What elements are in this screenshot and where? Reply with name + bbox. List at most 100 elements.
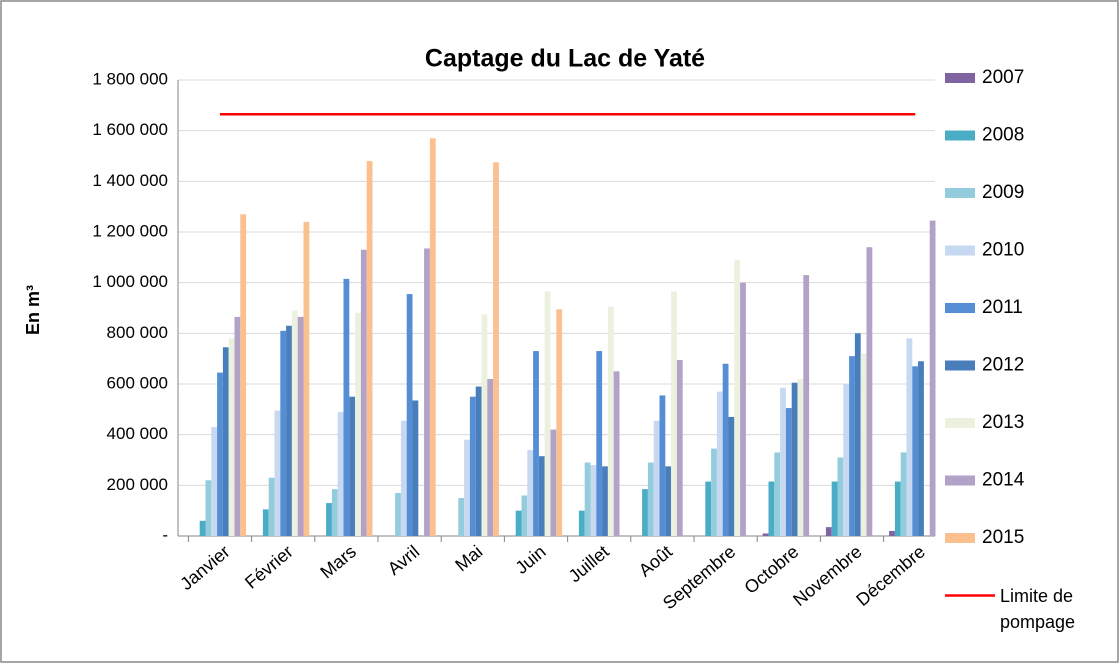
legend-label: 2014 xyxy=(982,470,1025,491)
bar xyxy=(297,316,304,536)
bar xyxy=(831,481,838,536)
bar xyxy=(906,338,913,536)
bar xyxy=(240,214,247,536)
legend-swatch xyxy=(945,303,975,313)
bar xyxy=(671,291,677,536)
bar xyxy=(613,371,620,536)
bar xyxy=(222,347,229,536)
legend-label: 2007 xyxy=(982,67,1024,88)
bar xyxy=(544,291,551,536)
bar xyxy=(711,448,717,536)
bar xyxy=(487,378,494,536)
bar xyxy=(900,452,907,536)
y-axis-label: En m³ xyxy=(23,285,43,335)
y-tick-label: 1 000 000 xyxy=(92,272,168,291)
bar xyxy=(665,466,672,536)
bar xyxy=(303,221,310,536)
bar xyxy=(262,509,269,536)
legend-swatch xyxy=(945,73,975,83)
bar xyxy=(578,510,585,536)
bar xyxy=(280,330,287,536)
legend-swatch xyxy=(945,533,975,543)
bar xyxy=(228,338,235,536)
bar xyxy=(400,420,407,536)
bar xyxy=(791,382,798,536)
bar xyxy=(705,481,712,536)
bar xyxy=(768,481,775,536)
bar xyxy=(395,492,401,536)
bar xyxy=(929,220,936,536)
bar xyxy=(360,249,367,536)
bar xyxy=(550,429,557,536)
bar xyxy=(590,465,597,536)
bar xyxy=(406,294,413,536)
bar xyxy=(722,363,729,536)
chart-title: Captage du Lac de Yaté xyxy=(425,45,705,73)
bar xyxy=(234,316,241,536)
bar xyxy=(774,452,781,536)
bar xyxy=(825,527,832,536)
bar xyxy=(653,420,660,536)
bar xyxy=(337,411,344,536)
bar xyxy=(860,353,867,536)
bar xyxy=(515,510,522,536)
y-tick-label: - xyxy=(162,525,168,544)
bar xyxy=(458,498,465,536)
bar xyxy=(429,138,436,536)
bar xyxy=(475,386,482,536)
bar xyxy=(602,466,608,536)
y-tick-label: 600 000 xyxy=(107,373,168,392)
bar xyxy=(493,162,499,537)
y-tick-label: 200 000 xyxy=(107,475,168,494)
bar xyxy=(464,439,470,536)
bar xyxy=(355,313,361,536)
legend-swatch xyxy=(945,188,975,198)
legend-label: 2015 xyxy=(982,527,1024,548)
bar xyxy=(607,306,614,536)
bar xyxy=(481,314,488,536)
bar xyxy=(647,462,654,536)
bar xyxy=(659,395,666,536)
bar xyxy=(785,408,792,536)
bar xyxy=(734,259,741,536)
bar xyxy=(291,310,298,536)
bar xyxy=(349,396,356,536)
bar xyxy=(217,372,223,536)
legend-swatch xyxy=(945,245,975,256)
bar xyxy=(538,456,545,536)
bar xyxy=(843,384,850,536)
bar xyxy=(424,248,430,536)
bar xyxy=(205,480,212,536)
legend-label: 2010 xyxy=(982,240,1024,261)
bar xyxy=(211,427,218,536)
bar xyxy=(366,161,373,537)
bar xyxy=(469,396,476,536)
bar xyxy=(521,495,528,536)
bar xyxy=(533,351,539,536)
bar xyxy=(866,247,873,536)
bar xyxy=(343,278,350,536)
bar xyxy=(780,387,786,536)
bar xyxy=(274,410,281,536)
bar xyxy=(268,477,275,536)
legend-swatch xyxy=(945,130,975,141)
bar xyxy=(286,325,292,536)
bar xyxy=(716,391,723,536)
bar xyxy=(894,481,901,536)
bar xyxy=(676,359,683,536)
bar xyxy=(326,503,332,536)
legend-label: 2012 xyxy=(982,355,1024,376)
legend-swatch xyxy=(945,475,975,486)
bar xyxy=(527,449,534,536)
bar xyxy=(728,416,735,536)
y-tick-label: 800 000 xyxy=(107,323,168,342)
legend-label: 2009 xyxy=(982,182,1024,203)
bar xyxy=(803,275,810,536)
y-tick-label: 1 200 000 xyxy=(92,221,168,240)
legend-swatch xyxy=(945,360,975,371)
bar xyxy=(854,333,861,536)
y-tick-label: 1 400 000 xyxy=(92,171,168,190)
bar xyxy=(584,462,591,536)
